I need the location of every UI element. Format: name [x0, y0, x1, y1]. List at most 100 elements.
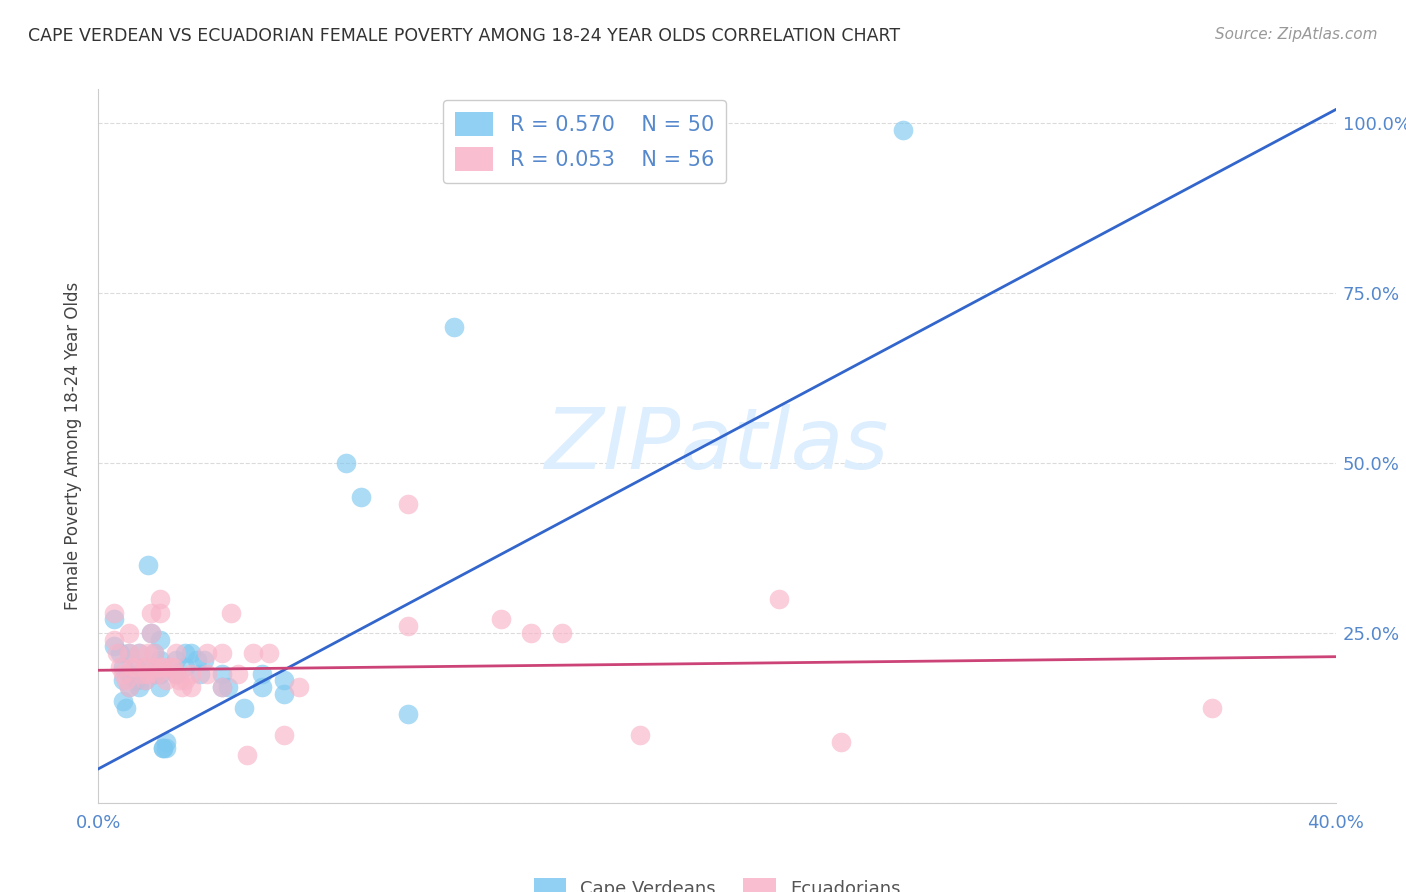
- Point: [195, 666, 218, 681]
- Point: [143, 646, 166, 660]
- Point: [143, 666, 166, 681]
- Point: [121, 660, 143, 674]
- Point: [155, 741, 177, 756]
- Point: [134, 673, 156, 688]
- Point: [118, 666, 141, 681]
- Point: [186, 653, 208, 667]
- Point: [167, 673, 190, 688]
- Point: [152, 741, 174, 756]
- Point: [162, 660, 184, 674]
- Point: [350, 490, 373, 504]
- Point: [112, 660, 135, 674]
- Point: [149, 660, 172, 674]
- Point: [149, 591, 172, 606]
- Point: [124, 660, 146, 674]
- Point: [139, 626, 162, 640]
- Point: [118, 680, 141, 694]
- Point: [112, 694, 135, 708]
- Point: [143, 646, 166, 660]
- Point: [242, 646, 264, 660]
- Point: [118, 646, 141, 660]
- Point: [170, 680, 193, 694]
- Point: [273, 728, 295, 742]
- Point: [221, 606, 243, 620]
- Point: [112, 673, 135, 688]
- Point: [165, 666, 187, 681]
- Point: [155, 734, 177, 748]
- Point: [112, 666, 135, 681]
- Point: [136, 646, 159, 660]
- Point: [396, 619, 419, 633]
- Point: [236, 748, 259, 763]
- Point: [174, 673, 197, 688]
- Point: [124, 660, 146, 674]
- Point: [155, 673, 177, 688]
- Point: [288, 680, 311, 694]
- Point: [165, 646, 187, 660]
- Point: [149, 680, 172, 694]
- Point: [396, 707, 419, 722]
- Point: [174, 646, 197, 660]
- Point: [891, 123, 914, 137]
- Text: Source: ZipAtlas.com: Source: ZipAtlas.com: [1215, 27, 1378, 42]
- Point: [830, 734, 852, 748]
- Point: [108, 646, 131, 660]
- Point: [103, 640, 125, 654]
- Point: [211, 666, 233, 681]
- Point: [118, 646, 141, 660]
- Point: [128, 680, 150, 694]
- Point: [134, 660, 156, 674]
- Point: [396, 497, 419, 511]
- Point: [520, 626, 543, 640]
- Point: [124, 673, 146, 688]
- Point: [180, 680, 202, 694]
- Point: [489, 612, 512, 626]
- Point: [128, 646, 150, 660]
- Point: [149, 632, 172, 647]
- Point: [180, 666, 202, 681]
- Point: [165, 653, 187, 667]
- Point: [217, 680, 239, 694]
- Point: [149, 653, 172, 667]
- Point: [211, 646, 233, 660]
- Point: [443, 320, 465, 334]
- Point: [152, 741, 174, 756]
- Text: CAPE VERDEAN VS ECUADORIAN FEMALE POVERTY AMONG 18-24 YEAR OLDS CORRELATION CHAR: CAPE VERDEAN VS ECUADORIAN FEMALE POVERT…: [28, 27, 900, 45]
- Point: [768, 591, 790, 606]
- Point: [134, 673, 156, 688]
- Point: [252, 680, 274, 694]
- Point: [143, 660, 166, 674]
- Point: [105, 646, 128, 660]
- Point: [159, 660, 181, 674]
- Point: [146, 666, 169, 681]
- Point: [139, 606, 162, 620]
- Point: [136, 558, 159, 572]
- Point: [131, 666, 153, 681]
- Point: [115, 673, 138, 688]
- Point: [118, 626, 141, 640]
- Point: [108, 660, 131, 674]
- Point: [103, 612, 125, 626]
- Point: [134, 660, 156, 674]
- Point: [211, 680, 233, 694]
- Point: [195, 646, 218, 660]
- Point: [180, 646, 202, 660]
- Point: [675, 123, 697, 137]
- Point: [174, 660, 197, 674]
- Point: [551, 626, 574, 640]
- Point: [165, 666, 187, 681]
- Point: [115, 700, 138, 714]
- Point: [1201, 700, 1223, 714]
- Point: [335, 456, 357, 470]
- Point: [226, 666, 249, 681]
- Point: [257, 646, 280, 660]
- Point: [103, 632, 125, 647]
- Point: [273, 687, 295, 701]
- Point: [128, 646, 150, 660]
- Point: [149, 666, 172, 681]
- Y-axis label: Female Poverty Among 18-24 Year Olds: Female Poverty Among 18-24 Year Olds: [65, 282, 83, 610]
- Legend: Cape Verdeans, Ecuadorians: Cape Verdeans, Ecuadorians: [524, 869, 910, 892]
- Point: [211, 680, 233, 694]
- Point: [139, 626, 162, 640]
- Point: [118, 680, 141, 694]
